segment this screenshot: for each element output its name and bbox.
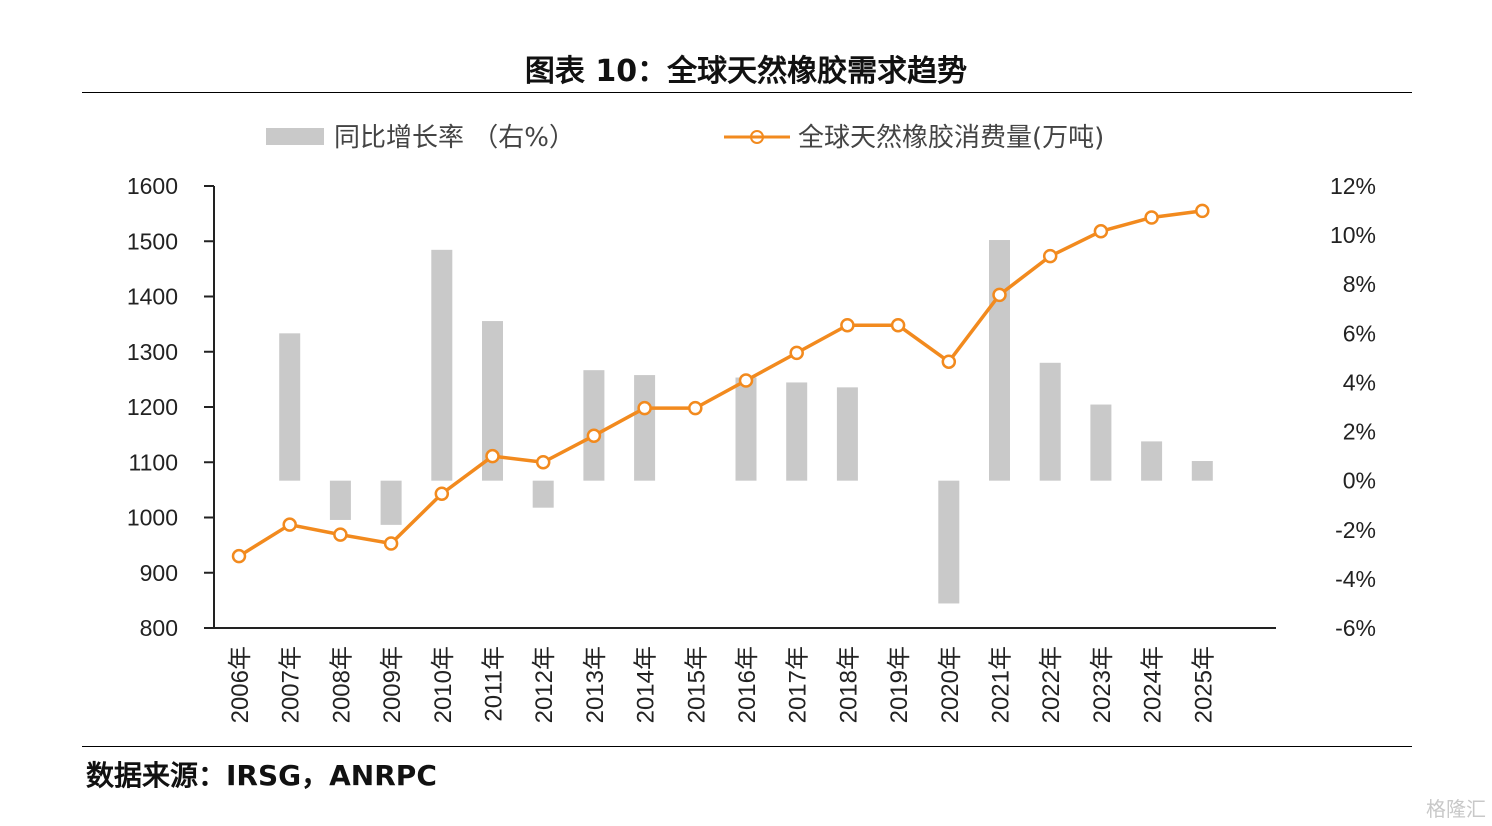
y-left-tick-label: 1300 (127, 339, 178, 365)
legend-bar-label: 同比增长率 （右%） (334, 123, 575, 153)
point-2014年 (637, 400, 652, 416)
bar-2025年 (1191, 461, 1213, 481)
point-2012年 (535, 455, 551, 470)
point-2011年 (485, 448, 500, 464)
legend-bar-swatch (266, 128, 324, 145)
x-tick-label-2019年: 2019年 (886, 646, 913, 723)
y-left-tick-label: 1500 (127, 228, 178, 254)
bar-series (279, 240, 1213, 604)
bar-2018年 (836, 387, 858, 481)
x-tick-label-2007年: 2007年 (278, 646, 305, 723)
y-right-tick-label: -4% (1335, 566, 1376, 592)
point-2010年 (434, 486, 450, 501)
bar-2017年 (786, 382, 808, 481)
legend: 同比增长率 （右%） 全球天然橡胶消费量(万吨) (266, 123, 1104, 153)
point-2020年 (941, 354, 957, 369)
y-right-tick-label: 12% (1330, 173, 1376, 199)
y-left-tick-label: 900 (140, 560, 178, 586)
y-left-tick-label: 1400 (127, 284, 178, 310)
consumption-line (238, 209, 1203, 558)
bar-2008年 (329, 480, 351, 520)
point-2007年 (282, 517, 297, 532)
bar-2013年 (583, 370, 605, 481)
y-left-tick-label: 1200 (127, 394, 178, 420)
y-right-tick-label: 2% (1343, 419, 1376, 445)
point-2009年 (383, 536, 399, 551)
x-tick-label-2025年: 2025年 (1190, 646, 1217, 723)
x-tick-label-2012年: 2012年 (531, 646, 558, 723)
bar-2014年 (634, 375, 656, 481)
y-right-tick-label: 4% (1343, 369, 1376, 395)
point-2024年 (1144, 210, 1159, 225)
x-tick-label-2022年: 2022年 (1038, 646, 1065, 723)
x-tick-label-2018年: 2018年 (835, 646, 862, 723)
x-tick-label-2021年: 2021年 (988, 646, 1015, 723)
bar-2011年 (482, 321, 503, 481)
x-tick-label-2014年: 2014年 (633, 646, 660, 723)
chart-title: 图表 10：全球天然橡胶需求趋势 (524, 54, 968, 89)
point-2008年 (333, 527, 348, 542)
legend-line-label: 全球天然橡胶消费量(万吨) (798, 123, 1104, 153)
legend-line-marker (750, 130, 764, 144)
watermark: 格隆汇 (1426, 797, 1486, 821)
bar-2020年 (938, 480, 960, 604)
y-left-tick-label: 1600 (127, 173, 178, 199)
title-divider (82, 92, 1412, 93)
point-2013年 (586, 428, 602, 443)
x-tick-label-2009年: 2009年 (379, 646, 406, 723)
y-right-tick-label: 10% (1330, 222, 1376, 248)
x-tick-label-2010年: 2010年 (430, 646, 457, 723)
y-right-tick-label: 0% (1343, 468, 1376, 494)
x-tick-label-2006年: 2006年 (227, 646, 254, 723)
point-2017年 (789, 345, 804, 361)
x-tick-label-2016年: 2016年 (734, 646, 761, 723)
x-tick-label-2017年: 2017年 (785, 646, 812, 723)
bar-2012年 (532, 480, 554, 508)
x-tick-label-2020年: 2020年 (937, 646, 964, 723)
y-left-tick-label: 1100 (129, 449, 178, 475)
point-2018年 (840, 317, 855, 333)
y-right-tick-label: 8% (1343, 271, 1376, 297)
x-tick-label-2013年: 2013年 (582, 646, 609, 723)
bar-2024年 (1141, 441, 1163, 481)
y-left-tick-label: 800 (140, 615, 178, 641)
line-series (231, 203, 1210, 564)
point-2006年 (231, 548, 247, 564)
x-tick-label-2011年: 2011年 (481, 646, 508, 722)
x-tick-label-2015年: 2015年 (683, 646, 710, 723)
point-2015年 (688, 400, 703, 416)
bar-2023年 (1090, 404, 1112, 481)
bar-2022年 (1039, 362, 1061, 481)
axes: 800 900 1000 1100 1200 1300 1400 1500 1600 -6% -4%… (127, 173, 1376, 723)
x-tick-label-2008年: 2008年 (328, 646, 355, 723)
bar-2009年 (380, 480, 402, 525)
x-tick-label-2024年: 2024年 (1140, 646, 1167, 723)
bar-2016年 (735, 377, 757, 481)
point-2023年 (1093, 224, 1109, 239)
y-right-tick-label: -2% (1335, 517, 1376, 543)
y-left-tick-label: 1000 (127, 505, 178, 531)
y-right-tick-label: -6% (1335, 615, 1376, 641)
point-2021年 (992, 287, 1007, 303)
point-2025年 (1195, 203, 1210, 219)
bar-2010年 (431, 249, 453, 481)
point-2016年 (738, 373, 754, 388)
bar-2007年 (279, 333, 301, 481)
source-note: 数据来源：IRSG，ANRPC (86, 759, 437, 792)
bar-2021年 (989, 240, 1010, 481)
y-right-tick-label: 6% (1343, 320, 1376, 346)
source-divider (82, 746, 1412, 747)
point-2019年 (890, 317, 906, 333)
point-2022年 (1042, 248, 1058, 264)
x-tick-label-2023年: 2023年 (1089, 646, 1116, 723)
